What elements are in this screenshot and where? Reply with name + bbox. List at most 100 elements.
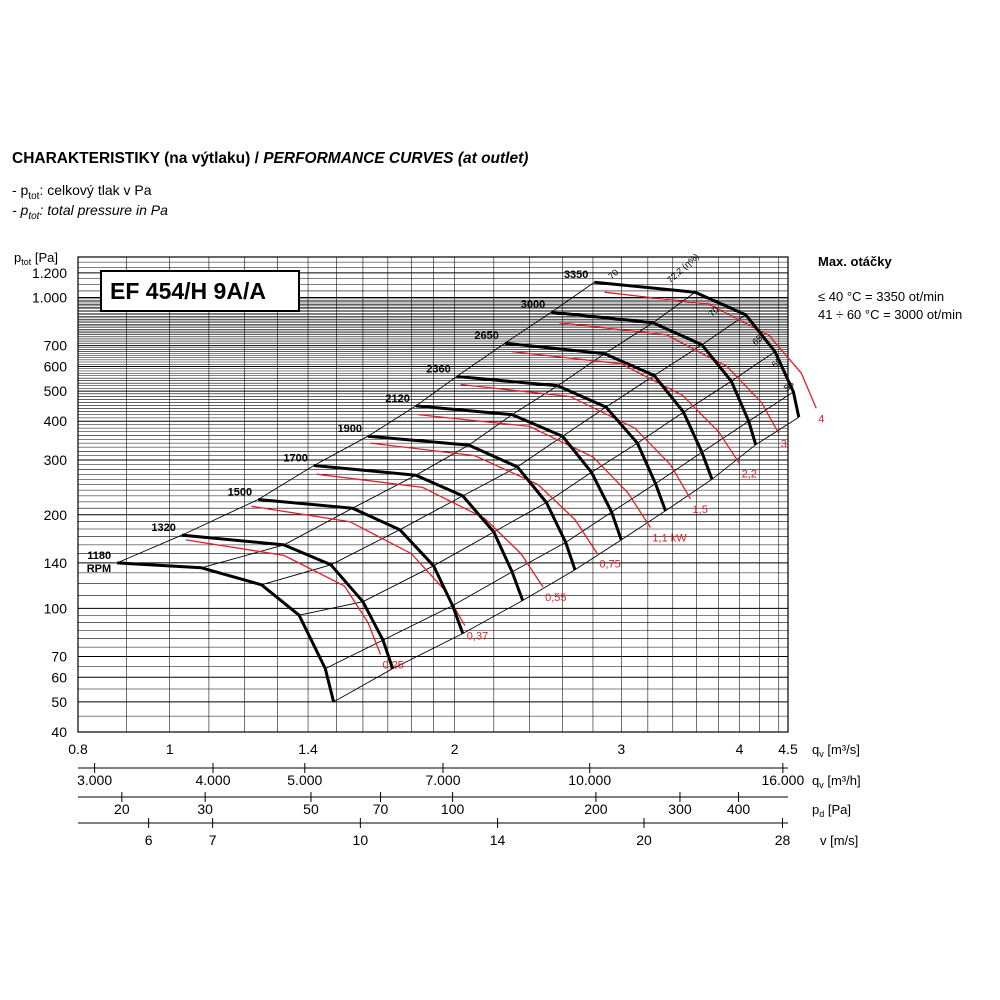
x-tick-label: 7.000: [425, 772, 460, 788]
speed-curve: [594, 280, 801, 418]
x-tick-label: 1: [166, 741, 174, 757]
speed-curve: [456, 375, 667, 512]
x-tick-label: 20: [636, 832, 652, 848]
x-tick-label: 30: [197, 801, 213, 817]
efficiency-label: 60: [770, 356, 784, 370]
system-line: [117, 281, 595, 564]
power-curve-label: 0,37: [467, 631, 488, 643]
x-axis-label: qv [m³/s]: [812, 742, 860, 759]
x-tick-label: 16.000: [761, 772, 804, 788]
speed-curve-label: RPM: [87, 563, 111, 575]
y-tick-label: 70: [51, 648, 67, 664]
system-line: [325, 391, 794, 670]
x-tick-label: 5.000: [287, 772, 322, 788]
power-curve-label: 0,55: [545, 592, 566, 604]
chart-title: CHARAKTERISTIKY (na výtlaku) / PERFORMAN…: [12, 150, 529, 167]
plot-frame: [77, 256, 789, 733]
y-tick-label: 700: [44, 338, 68, 354]
x-tick-label: 50: [303, 801, 319, 817]
speed-curve: [367, 434, 577, 571]
x-tick-label: 3: [617, 741, 625, 757]
speed-curve: [117, 561, 336, 703]
y-tick-label: 60: [51, 669, 67, 685]
system-line: [333, 416, 800, 703]
speed-curve-label: 2120: [385, 393, 409, 405]
x-tick-label: 7: [209, 832, 217, 848]
speed-curve: [313, 464, 525, 602]
max-speed-line-1: ≤ 40 °C = 3350 ot/min: [818, 289, 945, 304]
x-tick-label: 70: [373, 801, 389, 817]
power-curve: [604, 291, 817, 409]
speed-curve-label: 1320: [151, 522, 175, 534]
power-curve-label: 0,75: [599, 559, 620, 571]
system-line: [201, 291, 696, 569]
x-tick-label: 2: [451, 741, 459, 757]
x-tick-label: 6: [145, 832, 153, 848]
speed-curve: [181, 533, 395, 670]
model-label: EF 454/H 9A/A: [100, 270, 300, 312]
y-tick-label: 1.000: [32, 290, 67, 306]
speed-curve-label: 3350: [564, 269, 588, 281]
x-tick-label: 0.8: [68, 741, 88, 757]
power-curve: [460, 383, 692, 500]
speed-curve-label: 1500: [228, 486, 252, 498]
speed-curve: [504, 341, 714, 480]
y-tick-label: 400: [44, 413, 68, 429]
x-tick-label: 28: [775, 832, 791, 848]
speed-curve-label: 3000: [521, 299, 545, 311]
power-curve: [559, 322, 780, 434]
x-tick-label: 10.000: [568, 772, 611, 788]
power-curve-label: 3: [781, 439, 787, 451]
x-tick-label: 14: [490, 832, 506, 848]
speed-curve: [415, 404, 623, 541]
y-tick-label: 300: [44, 452, 68, 468]
y-tick-label: 200: [44, 507, 68, 523]
y-tick-label: 1.200: [32, 265, 67, 281]
speed-curve: [551, 310, 758, 446]
speed-curve-label: 1900: [338, 423, 362, 435]
power-curve-label: 2,2: [742, 469, 757, 481]
efficiency-label: 65: [750, 333, 764, 347]
x-tick-label: 400: [727, 801, 751, 817]
y-tick-label: 40: [51, 724, 67, 740]
system-line: [299, 351, 776, 616]
power-curve-label: 1,5: [693, 504, 708, 516]
y-tick-label: 600: [44, 358, 68, 374]
max-speed-title: Max. otáčky: [818, 254, 892, 269]
x-tick-label: 200: [584, 801, 608, 817]
speed-curve-label: 1700: [283, 453, 307, 465]
power-curve: [316, 473, 544, 588]
y-tick-label: 100: [44, 600, 68, 616]
x-tick-label: 4: [736, 741, 744, 757]
x-axis-label: pd [Pa]: [812, 802, 851, 819]
legend-ptot-cz: - ptot: celkový tlak v Pa: [12, 182, 152, 202]
y-tick-label: 50: [51, 694, 67, 710]
power-curve: [370, 442, 598, 554]
power-curve: [185, 539, 382, 655]
x-tick-label: 10: [353, 832, 369, 848]
speed-curve-label: 2360: [426, 363, 450, 375]
x-axis-label: qv [m³/h]: [812, 773, 861, 790]
power-curve-label: 1,1 kW: [652, 532, 687, 544]
power-curve: [418, 413, 651, 528]
efficiency-label: 70: [707, 304, 721, 318]
x-tick-label: 1.4: [298, 741, 318, 757]
y-tick-label: 140: [44, 555, 68, 571]
x-tick-label: 20: [114, 801, 130, 817]
x-tick-label: 4.5: [778, 741, 798, 757]
x-tick-label: 3.000: [77, 772, 112, 788]
efficiency-label: 55: [782, 379, 796, 393]
system-line: [261, 314, 746, 586]
efficiency-label: 70: [606, 267, 620, 281]
x-axis-label: v [m/s]: [820, 833, 858, 848]
speed-curve-label: 1180: [87, 550, 111, 562]
legend-ptot-en: - ptot: total pressure in Pa: [12, 202, 168, 222]
x-tick-label: 4.000: [195, 772, 230, 788]
y-axis-label: ptot [Pa]: [14, 250, 58, 267]
speed-curve: [258, 498, 465, 635]
max-speed-line-2: 41 ÷ 60 °C = 3000 ot/min: [818, 307, 963, 322]
y-tick-label: 500: [44, 383, 68, 399]
power-curve-label: 4: [818, 413, 824, 425]
power-curve: [512, 350, 741, 465]
